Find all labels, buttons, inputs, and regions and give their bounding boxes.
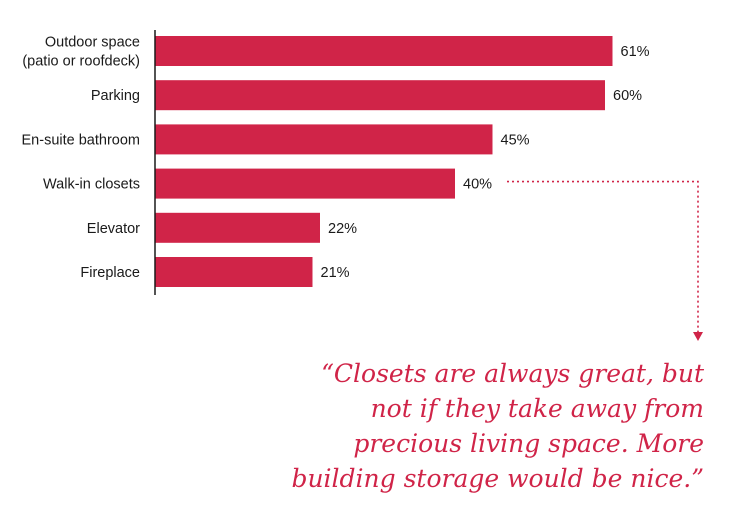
quote-line-4: building storage would be nice.” (291, 464, 704, 493)
category-label-1-line-2: (patio or roofdeck) (22, 54, 140, 70)
bars-group: 61% Outdoor space (patio or roofdeck) 60% Pa… (22, 35, 650, 287)
bar-1 (155, 36, 613, 66)
bar-4 (155, 168, 455, 199)
quote-line-1: “Closets are always great, but (321, 359, 704, 388)
category-label-2: Parking (91, 88, 140, 104)
category-label-3: En-suite bathroom (22, 132, 140, 148)
category-label-5: Elevator (87, 221, 140, 237)
category-label-6: Fireplace (80, 265, 140, 281)
quote-line-3: precious living space. More (353, 429, 704, 458)
value-label-3: 45% (501, 132, 530, 148)
category-label-1-line-1: Outdoor space (45, 35, 140, 51)
annotation-dotted-line (507, 180, 699, 334)
annotation-arrow (507, 180, 703, 341)
category-label-4: Walk-in closets (43, 177, 140, 193)
bar-5 (155, 212, 320, 243)
value-label-2: 60% (613, 88, 642, 104)
bar-2 (155, 80, 605, 111)
bar-6 (155, 257, 313, 287)
value-label-6: 21% (321, 265, 350, 281)
quote-annotation: “Closets are always great, but not if th… (234, 356, 704, 496)
value-label-1: 61% (621, 44, 650, 60)
value-label-5: 22% (328, 221, 357, 237)
value-label-4: 40% (463, 177, 492, 193)
arrowhead-icon (693, 332, 703, 341)
quote-line-2: not if they take away from (370, 394, 704, 423)
bar-3 (155, 124, 493, 155)
